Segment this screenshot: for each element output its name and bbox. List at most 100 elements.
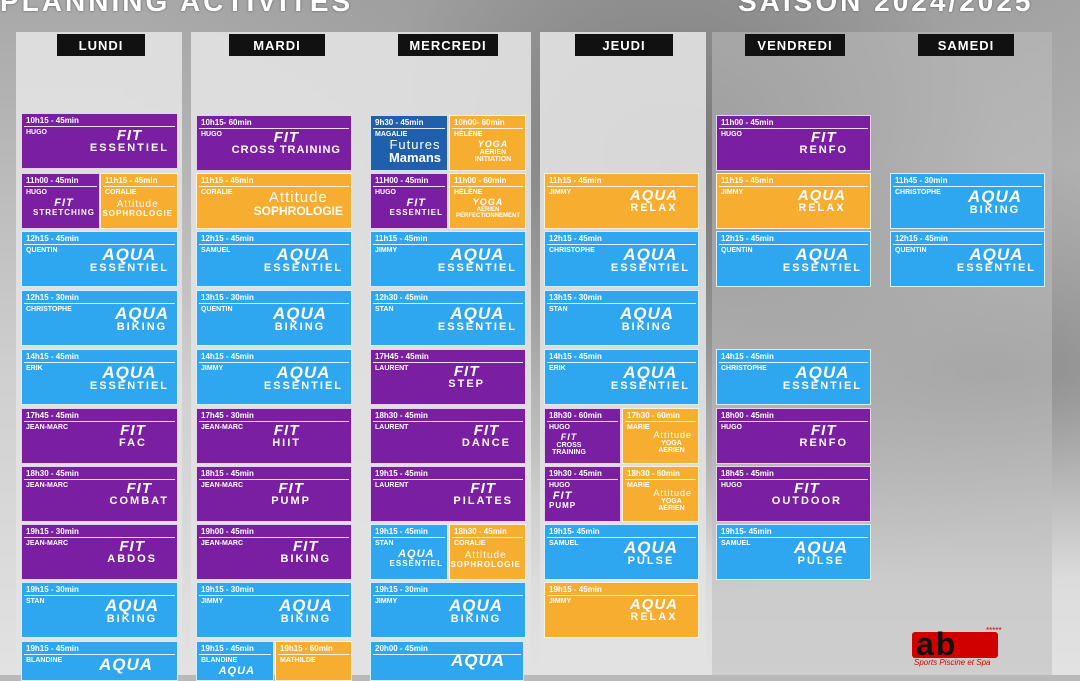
class-card[interactable]: 12h15 - 30min CHRISTOPHE AQUA BIKING [21,290,178,346]
class-brand: AQUA BIKING [115,305,169,333]
class-name: FAC [119,437,147,449]
class-card[interactable]: 13h15 - 30min QUENTIN AQUA BIKING [196,290,352,346]
day-header-lundi: LUNDI [57,34,145,56]
day-header-vendredi: VENDREDI [745,34,845,56]
class-card[interactable]: 11h00 - 45min HUGO FIT STRETCHING [21,173,100,229]
class-name: RELAX [798,202,846,214]
class-card[interactable]: 14h15 - 45min CHRISTOPHE AQUA ESSENTIEL [716,349,871,405]
class-card[interactable]: 19h15 - 45min BLANDINE AQUA [21,641,178,681]
class-card[interactable]: 12h15 - 45min QUENTIN AQUA ESSENTIEL [716,231,871,287]
class-name: ESSENTIEL [89,142,169,154]
class-card[interactable]: 17h30 - 60min MARIE Attitude YOGA AÉRIEN [622,408,699,464]
class-card[interactable]: 19h15 - 30min JIMMY AQUA BIKING [196,582,352,638]
class-card[interactable]: 19h15 - 30min JIMMY AQUA BIKING [370,582,526,638]
class-card[interactable]: 12h15 - 45min QUENTIN AQUA ESSENTIEL [890,231,1045,287]
class-card[interactable]: 14h15 - 45min ERIK AQUA ESSENTIEL [544,349,699,405]
class-card[interactable]: 17H45 - 45min LAURENT FIT STEP [370,349,526,405]
class-card[interactable]: 17h45 - 45min JEAN-MARC FIT FAC [21,408,178,464]
class-coach: HÉLÈNE [454,131,483,138]
class-card[interactable]: 19h30 - 45min HUGO FIT PUMP [544,466,621,522]
class-coach: QUENTIN [201,306,233,313]
class-brand: AQUA ESSENTIEL [611,364,690,392]
brand-name: FIT [473,422,500,439]
class-coach: SAMUEL [721,540,751,547]
class-card[interactable]: 10h15- 60min HUGO FIT CROSS TRAINING [196,115,352,171]
class-brand: FIT ESSENTIEL [390,198,443,217]
class-name: COMBAT [109,495,169,507]
class-brand: Attitude YOGA AÉRIEN [653,431,692,455]
class-card[interactable]: 11H00 - 45min HUGO FIT ESSENTIEL [370,173,448,229]
class-name: OUTDOOR [771,495,842,507]
class-card[interactable]: 20h00 - 45min AQUA [370,641,524,681]
class-brand: FIT STRETCHING [33,198,95,217]
divider [24,537,175,538]
class-coach: HUGO [26,129,47,136]
divider [199,362,349,363]
class-name: ESSENTIEL [89,380,169,392]
class-coach: JIMMY [201,598,224,605]
class-brand: AQUA [99,656,153,673]
class-time: 12h15 - 45min [201,234,254,243]
divider [373,595,523,596]
class-coach: SAMUEL [201,247,231,254]
class-coach: JIMMY [721,189,744,196]
class-time: 9h30 - 45min [375,118,424,127]
class-card[interactable]: 13h15 - 30min STAN AQUA BIKING [544,290,699,346]
class-card[interactable]: 11h15 - 45min CORALIE Attitude SOPHROLOGI… [196,173,352,229]
divider [103,186,175,187]
class-card[interactable]: 19h15 - 45min BLANDINE AQUA [196,641,274,681]
class-card[interactable]: 10h15 - 45min HUGO FIT ESSENTIEL [21,113,178,169]
class-card[interactable]: 19h15 - 30min STAN AQUA BIKING [21,582,178,638]
class-card[interactable]: 18h15 - 45min JEAN-MARC FIT PUMP [196,466,352,522]
class-card[interactable]: 12h30 - 45min STAN AQUA ESSENTIEL [370,290,526,346]
class-card[interactable]: 19h15- 45min SAMUEL AQUA PULSE [544,524,699,580]
class-card[interactable]: 19h15- 45min SAMUEL AQUA PULSE [716,524,871,580]
class-time: 12h15 - 45min [549,234,602,243]
class-card[interactable]: 19h15 - 60min MATHILDE [275,641,352,681]
class-card[interactable]: 19h15 - 45min STAN AQUA ESSENTIEL [370,524,448,580]
class-card[interactable]: 14h15 - 45min JIMMY AQUA ESSENTIEL [196,349,352,405]
class-card[interactable]: 12h15 - 45min QUENTIN AQUA ESSENTIEL [21,231,178,287]
ab-logo: ab ***** Sports Piscine et Spa [910,626,1002,667]
class-card[interactable]: 19h15 - 45min JIMMY AQUA RELAX [544,582,699,638]
brand-name: AQUA [102,245,157,264]
class-card[interactable]: 18h00 - 45min HUGO FIT RENFO [716,408,871,464]
class-card[interactable]: 10h00- 60min HÉLÈNE YOGA AÉRIEN INITIATIO… [449,115,526,171]
class-card[interactable]: 18h30 - 45min LAURENT FIT DANCE [370,408,526,464]
class-card[interactable]: 18h30 - 60min HUGO FIT CROSS TRAINING [544,408,621,464]
class-coach: JEAN-MARC [26,482,68,489]
class-brand: FIT PILATES [453,481,513,507]
class-card[interactable]: 19h00 - 45min JEAN-MARC FIT BIKING [196,524,352,580]
class-card[interactable]: 11h00 - 45min HUGO FIT RENFO [716,115,871,171]
class-card[interactable]: 19h15 - 30min JEAN-MARC FIT ABDOS [21,524,178,580]
class-brand: FIT RENFO [800,423,849,449]
class-card[interactable]: 14h15 - 45min ERIK AQUA ESSENTIEL [21,349,178,405]
class-card[interactable]: 19h15 - 45min LAURENT FIT PILATES [370,466,526,522]
class-card[interactable]: 11h15 - 45min CORALIE Attitude SOPHROLOGI… [100,173,178,229]
class-card[interactable]: 11h15 - 45min JIMMY AQUA ESSENTIEL [370,231,526,287]
class-card[interactable]: 11h45 - 30min CHRISTOPHE AQUA BIKING [890,173,1045,229]
class-card[interactable]: 12h15 - 45min CHRISTOPHE AQUA ESSENTIEL [544,231,699,287]
class-card[interactable]: 18h30 - 60min MARIE Attitude YOGA AÉRIEN [622,466,699,522]
brand-name: FIT [470,480,496,497]
class-card[interactable]: 11h00 - 60min HÉLÈNE YOGA AÉRIEN PERFECTI… [449,173,526,229]
class-coach: QUENTIN [26,247,58,254]
class-card[interactable]: 18h30 - 45min CORALIE Attitude SOPHROLOGI… [449,524,526,580]
class-card[interactable]: 18h30 - 45min JEAN-MARC FIT COMBAT [21,466,178,522]
divider [24,479,175,480]
class-card[interactable]: 11h15 - 45min JIMMY AQUA RELAX [716,173,871,229]
class-coach: JEAN-MARC [26,424,68,431]
class-card[interactable]: 17h45 - 30min JEAN-MARC FIT HIIT [196,408,352,464]
class-time: 18h00 - 45min [721,411,774,420]
logo-mark-bg [912,632,998,658]
class-card[interactable]: 12h15 - 45min SAMUEL AQUA ESSENTIEL [196,231,352,287]
class-time: 18h30 - 45min [26,469,79,478]
class-card[interactable]: 18h45 - 45min HUGO FIT OUTDOOR [716,466,871,522]
class-name: PUMP [549,501,577,510]
class-brand: AQUA BIKING [273,305,327,333]
class-card[interactable]: 9h30 - 45min MAGALIE Futures Mamans [370,115,448,171]
class-name: ABDOS [107,553,157,565]
class-card[interactable]: 11h15 - 45min JIMMY AQUA RELAX [544,173,699,229]
class-brand: AQUA ESSENTIEL [90,246,169,274]
class-time: 14h15 - 45min [549,352,602,361]
